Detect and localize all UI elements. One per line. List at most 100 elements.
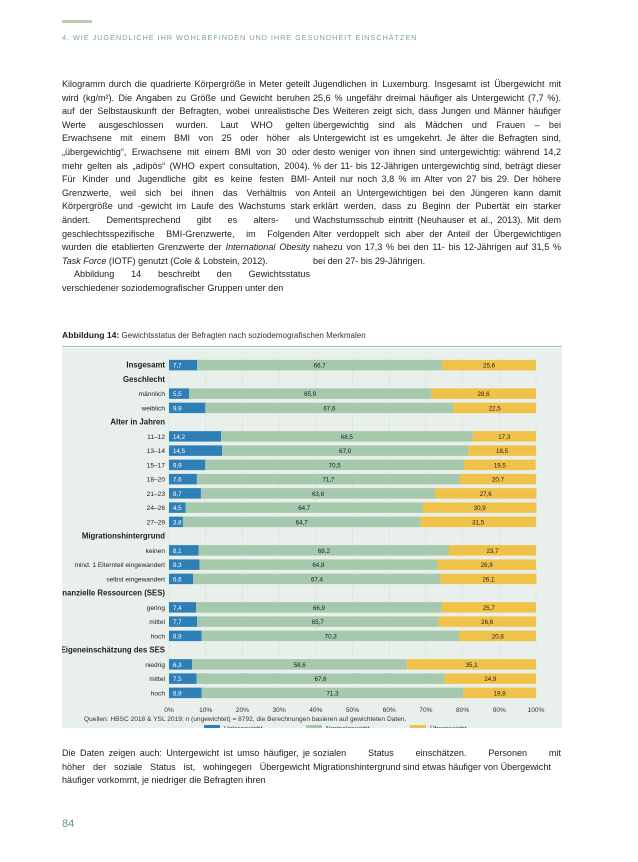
data-label: 71,7: [322, 477, 335, 484]
data-label: 17,3: [498, 434, 511, 441]
bar-over: [463, 687, 536, 699]
data-label: 66,9: [313, 605, 326, 612]
row-label: mittel: [149, 619, 165, 626]
bar-over: [453, 402, 536, 414]
bar-over: [442, 359, 536, 371]
data-label: 7,4: [173, 605, 182, 612]
bar-under: [169, 673, 197, 684]
bar-normal: [182, 516, 421, 528]
data-label: 71,3: [326, 690, 339, 697]
bar-under: [169, 516, 183, 528]
data-label: 65,9: [304, 391, 317, 398]
paragraph-results: Jugendlichen in Luxemburg. Insgesamt ist…: [313, 79, 561, 266]
row-label: gering: [147, 605, 166, 612]
row-label: 27–29: [147, 519, 166, 526]
data-label: 22,5: [489, 405, 502, 412]
data-label: 67,6: [315, 676, 328, 683]
bar-under: [169, 488, 201, 499]
group-label: Alter in Jahren: [110, 418, 165, 427]
bar-over: [440, 573, 537, 585]
bottom-text-right: sozialen Status einschätzen. Personen mi…: [313, 748, 561, 772]
legend-label: Übergewicht: [430, 725, 467, 729]
data-label: 18,5: [496, 448, 509, 455]
x-tick-label: 40%: [309, 707, 322, 714]
bar-normal: [200, 488, 436, 499]
bar-under: [169, 659, 193, 670]
bar-over: [431, 388, 536, 399]
row-label: mittel: [149, 676, 165, 683]
data-label: 7,7: [173, 363, 182, 370]
chart-panel: 0% 10% 20% 30% 40% 50% 60% 70% 80% 90% 100% Insgesa…: [62, 348, 562, 728]
bar-normal: [199, 559, 438, 570]
data-label: 20,8: [492, 633, 505, 640]
data-label: 30,9: [474, 505, 487, 512]
weight-status-chart: 0% 10% 20% 30% 40% 50% 60% 70% 80% 90% 100% Insgesa…: [62, 358, 545, 729]
row-label: 11–12: [147, 434, 165, 441]
bar-under: [169, 602, 197, 613]
x-tick-label: 10%: [199, 707, 212, 714]
bar-under: [169, 559, 200, 570]
figure-caption-text: Gewichtsstatus der Befragten nach soziod…: [119, 331, 366, 340]
data-label: 20,7: [492, 477, 505, 484]
data-label: 4,5: [173, 505, 182, 512]
text-column-right: Jugendlichen in Luxemburg. Insgesamt ist…: [313, 78, 561, 268]
bar-normal: [196, 602, 442, 613]
figure-rule: [62, 346, 562, 347]
data-label: 14,2: [173, 434, 186, 441]
group-label: Geschlecht: [123, 375, 165, 384]
legend-label: Untergewicht: [224, 726, 263, 729]
data-label: 24,9: [484, 676, 497, 683]
data-label: 68,2: [318, 548, 331, 555]
data-label: 8,7: [173, 491, 182, 498]
x-tick-label: 70%: [419, 707, 432, 714]
data-label: 31,5: [472, 519, 485, 526]
bar-over: [444, 673, 536, 684]
legend-label: Normalgewicht: [326, 726, 370, 729]
bar-normal: [205, 459, 465, 471]
bar-normal: [185, 502, 423, 513]
bar-normal: [189, 388, 432, 399]
row-label: 18–20: [147, 477, 166, 484]
bar-over: [435, 488, 537, 499]
data-label: 70,5: [329, 462, 342, 469]
bar-normal: [205, 402, 454, 414]
data-label: 19,5: [494, 462, 507, 469]
paragraph-bmi: Kilogramm durch die quadrierte Körpergrö…: [62, 78, 310, 268]
data-label: 14,5: [173, 448, 186, 455]
bar-normal: [196, 673, 445, 684]
bar-under: [169, 616, 198, 627]
paragraph-figure-intro: Abbildung 14 beschreibt den Gewichtsstat…: [62, 269, 310, 293]
data-label: 3,8: [173, 519, 182, 526]
accent-bar: [62, 20, 92, 23]
bar-over: [437, 559, 536, 570]
figure-caption-label: Abbildung 14:: [62, 330, 120, 340]
bar-normal: [198, 545, 450, 556]
group-label: Eigeneinschätzung des SES: [62, 646, 165, 655]
data-label: 65,7: [312, 619, 325, 626]
bar-normal: [197, 359, 443, 371]
bar-normal: [221, 431, 473, 442]
bar-normal: [196, 473, 461, 485]
group-label: Migrationshintergrund: [82, 532, 165, 541]
bar-under: [169, 502, 186, 513]
bar-over: [438, 616, 536, 627]
figure-caption: Abbildung 14: Gewichtsstatus der Befragt…: [62, 330, 366, 340]
data-label: 58,6: [294, 662, 307, 669]
bar-normal: [201, 687, 464, 699]
bar-over: [407, 659, 536, 670]
bar-normal: [192, 659, 408, 670]
data-label: 67,4: [311, 576, 324, 583]
bar-under: [169, 402, 206, 414]
running-head: 4. WIE JUGENDLICHE IHR WOHLBEFINDEN UND …: [62, 33, 418, 42]
bar-over: [441, 602, 536, 613]
row-label: 13–14: [147, 448, 166, 455]
row-label: mind. 1 Elternteil eingewandert: [74, 562, 165, 569]
data-label: 6,3: [173, 662, 182, 669]
bar-normal: [201, 630, 460, 642]
row-label: niedrig: [145, 662, 165, 669]
legend-swatch: [410, 725, 426, 728]
row-label: keinen: [146, 548, 166, 555]
bar-normal: [193, 573, 441, 585]
figure-source: Quellen: HBSC 2018 & YSL 2019; n (ungewi…: [84, 716, 407, 723]
bar-over: [472, 431, 536, 442]
